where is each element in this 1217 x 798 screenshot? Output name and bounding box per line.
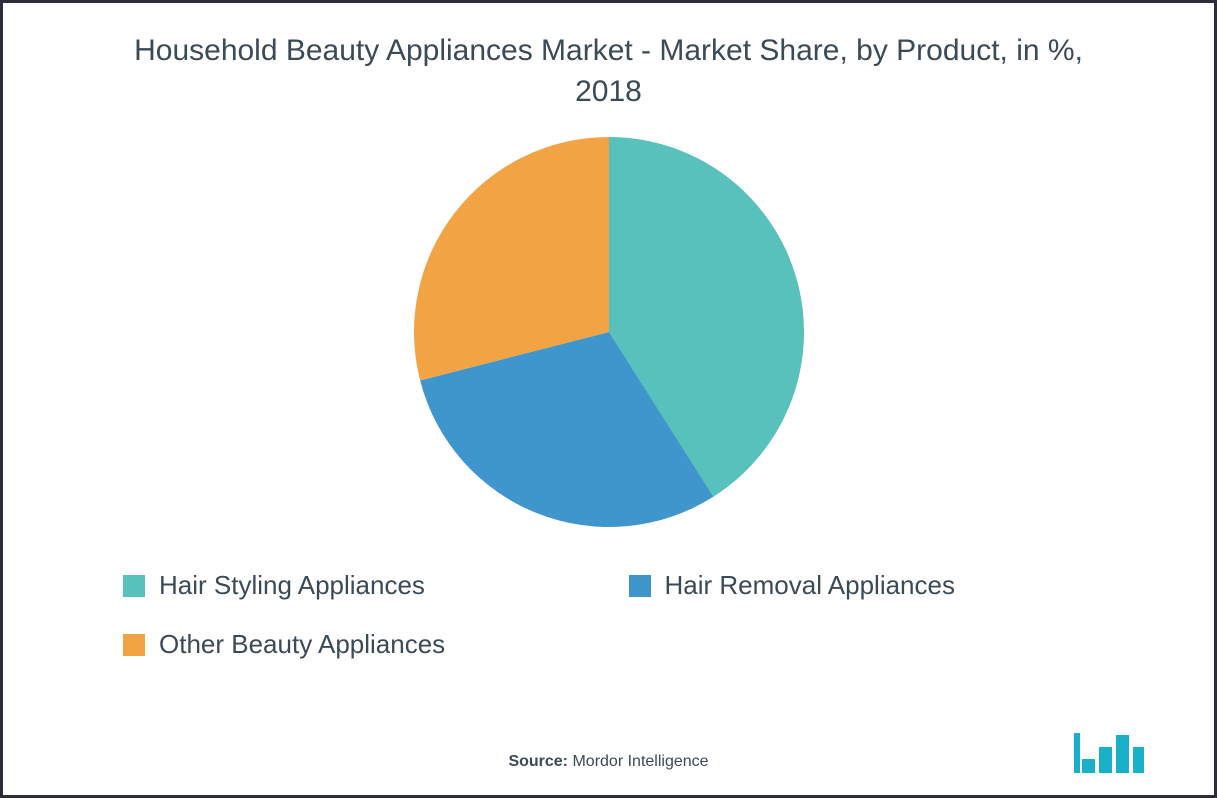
legend-item: Hair Styling Appliances	[123, 570, 589, 601]
chart-frame: Household Beauty Appliances Market - Mar…	[0, 0, 1217, 798]
logo-bar	[1116, 735, 1129, 773]
logo-bar	[1099, 747, 1112, 773]
legend: Hair Styling Appliances Hair Removal Appl…	[43, 570, 1174, 660]
legend-label: Hair Styling Appliances	[159, 570, 425, 601]
legend-label: Hair Removal Appliances	[665, 570, 955, 601]
legend-swatch	[123, 634, 145, 656]
pie-chart-container	[43, 132, 1174, 532]
logo-bar	[1133, 747, 1144, 773]
pie-chart	[409, 132, 809, 532]
logo-bar	[1082, 759, 1095, 773]
legend-swatch	[123, 575, 145, 597]
legend-item: Other Beauty Appliances	[123, 629, 589, 660]
chart-title: Household Beauty Appliances Market - Mar…	[119, 31, 1099, 112]
mordor-logo-icon	[1074, 731, 1144, 775]
logo-bar	[1074, 733, 1080, 773]
source-name: Mordor Intelligence	[572, 753, 708, 770]
legend-label: Other Beauty Appliances	[159, 629, 445, 660]
source-prefix: Source:	[508, 753, 568, 770]
legend-item: Hair Removal Appliances	[629, 570, 1095, 601]
source-attribution: Source: Mordor Intelligence	[3, 753, 1214, 771]
legend-swatch	[629, 575, 651, 597]
